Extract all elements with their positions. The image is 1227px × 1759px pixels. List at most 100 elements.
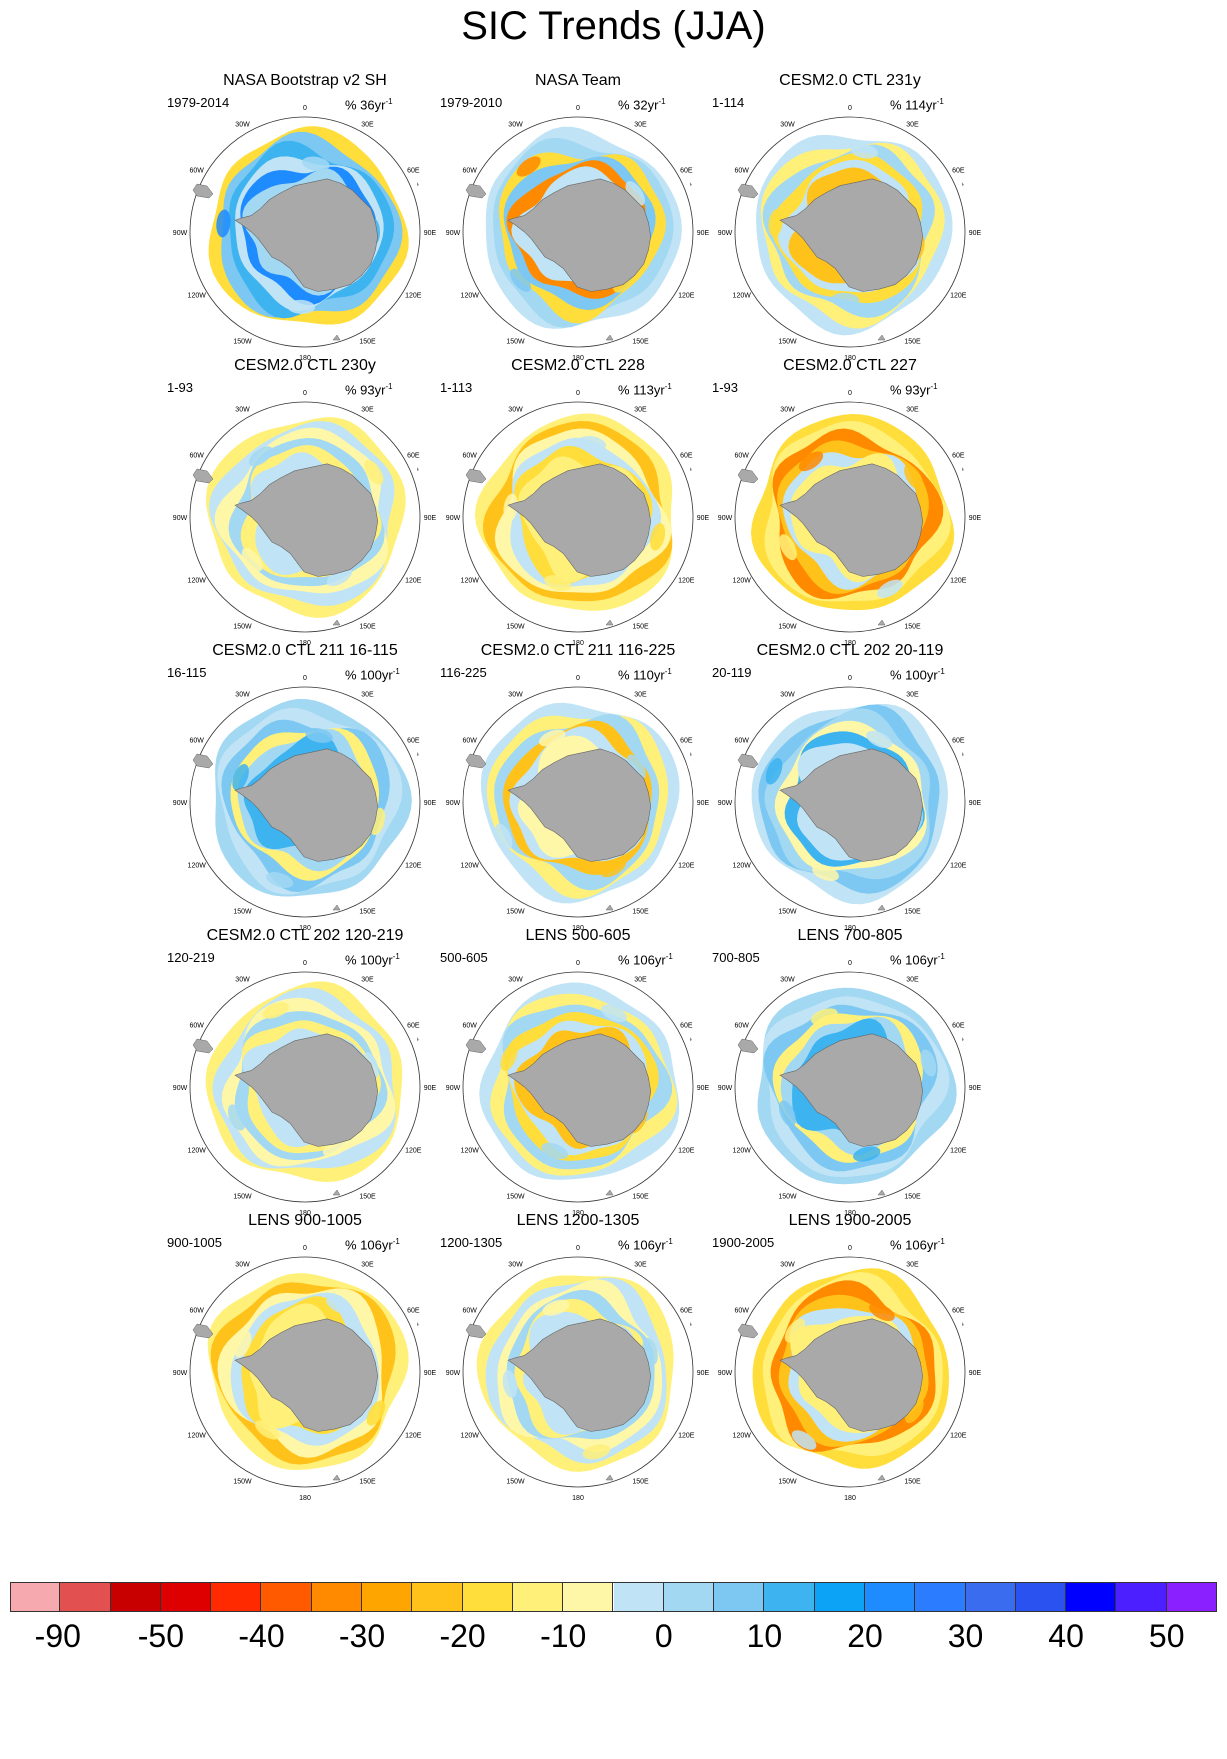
colorbar-box xyxy=(613,1582,664,1612)
longitude-label: 30W xyxy=(235,1262,250,1269)
longitude-label: 90W xyxy=(446,515,461,522)
longitude-label: 30E xyxy=(361,1262,374,1269)
longitude-label: 60W xyxy=(462,1023,477,1030)
longitude-label: 90E xyxy=(969,1085,982,1092)
panel-period: 1-93 xyxy=(167,380,194,395)
longitude-label: 60W xyxy=(189,168,204,175)
longitude-label: 120E xyxy=(405,1148,422,1155)
longitude-label: 150W xyxy=(506,908,525,915)
colorbar-label: 50 xyxy=(1148,1618,1185,1654)
colorbar-box xyxy=(10,1582,61,1612)
panel-units: % 106yr-1 xyxy=(618,1237,673,1253)
new-zealand-landmass xyxy=(877,904,886,911)
longitude-label: 0 xyxy=(576,105,580,112)
polar-map: 0 30E 60E 90E 120E 150E 180 150W 120W 90W 60W 30W xyxy=(446,1245,710,1502)
longitude-label: 150W xyxy=(233,908,252,915)
south-america-landmass xyxy=(192,1038,214,1054)
longitude-label: 90W xyxy=(446,230,461,237)
longitude-label: 180 xyxy=(572,355,584,362)
longitude-label: 0 xyxy=(576,675,580,682)
colorbar-label: 10 xyxy=(746,1618,783,1654)
antarctica-landmass xyxy=(507,1318,652,1432)
colorbar-label: -50 xyxy=(137,1618,185,1654)
longitude-label: 180 xyxy=(844,640,856,647)
longitude-label: 30W xyxy=(780,977,795,984)
longitude-label: 120W xyxy=(733,293,752,300)
panel-title: NASA Bootstrap v2 SH xyxy=(223,72,387,89)
longitude-label: 60E xyxy=(407,738,420,745)
longitude-label: 30W xyxy=(780,407,795,414)
longitude-label: 60W xyxy=(189,1308,204,1315)
kerguelen-island xyxy=(417,1037,419,1041)
longitude-label: 180 xyxy=(299,355,311,362)
new-zealand-landmass xyxy=(332,1474,341,1481)
longitude-label: 180 xyxy=(299,925,311,932)
longitude-label: 90E xyxy=(697,800,710,807)
longitude-label: 0 xyxy=(848,960,852,967)
south-america-landmass xyxy=(737,1038,759,1054)
polar-map: 0 30E 60E 90E 120E 150E 180 150W 120W 90W 60W 30W xyxy=(173,390,437,647)
panel-units: % 106yr-1 xyxy=(890,952,945,968)
kerguelen-island xyxy=(690,1322,692,1326)
antarctica-landmass xyxy=(234,748,379,862)
new-zealand-landmass xyxy=(332,904,341,911)
antarctica-landmass xyxy=(779,748,924,862)
longitude-label: 120W xyxy=(461,863,480,870)
longitude-label: 0 xyxy=(303,675,307,682)
panel-units: % 36yr-1 xyxy=(345,97,393,113)
longitude-label: 90W xyxy=(446,1085,461,1092)
longitude-label: 30E xyxy=(906,122,919,129)
colorbar-box xyxy=(261,1582,312,1612)
polar-map: 0 30E 60E 90E 120E 150E 180 150W 120W 90W 60W 30W xyxy=(446,675,710,932)
polar-map: 0 30E 60E 90E 120E 150E 180 150W 120W 90W 60W 30W xyxy=(718,1245,982,1502)
longitude-label: 60W xyxy=(734,168,749,175)
longitude-label: 150E xyxy=(632,623,649,630)
panel-units: % 106yr-1 xyxy=(890,1237,945,1253)
panel-units: % 100yr-1 xyxy=(345,667,400,683)
longitude-label: 60E xyxy=(680,168,693,175)
longitude-label: 60E xyxy=(680,1023,693,1030)
longitude-label: 120W xyxy=(733,578,752,585)
longitude-label: 120W xyxy=(188,863,207,870)
longitude-label: 90W xyxy=(718,1085,733,1092)
panel-period: 120-219 xyxy=(167,950,215,965)
longitude-label: 120E xyxy=(678,578,695,585)
kerguelen-island xyxy=(962,752,964,756)
longitude-label: 60E xyxy=(680,453,693,460)
longitude-label: 30E xyxy=(906,1262,919,1269)
new-zealand-landmass xyxy=(605,904,614,911)
longitude-label: 180 xyxy=(844,1495,856,1502)
longitude-label: 90E xyxy=(424,1370,437,1377)
panel-units: % 93yr-1 xyxy=(890,382,938,398)
colorbar-box xyxy=(1116,1582,1167,1612)
panel-title: LENS 1900-2005 xyxy=(788,1212,912,1229)
panel-period: 16-115 xyxy=(167,665,207,680)
panel-units: % 93yr-1 xyxy=(345,382,393,398)
colorbar-box xyxy=(764,1582,815,1612)
kerguelen-island xyxy=(962,467,964,471)
longitude-label: 150W xyxy=(233,623,252,630)
longitude-label: 120E xyxy=(678,1148,695,1155)
longitude-label: 90E xyxy=(424,800,437,807)
longitude-label: 30E xyxy=(361,122,374,129)
panel-period: 1979-2014 xyxy=(167,95,230,110)
panel-title: CESM2.0 CTL 202 20-119 xyxy=(756,642,944,659)
map-panel: LENS 900-1005 900-1005 % 106yr-1 0 30E 60E 90E… xyxy=(155,1212,455,1512)
antarctica-landmass xyxy=(507,463,652,577)
polar-map: 0 30E 60E 90E 120E 150E 180 150W 120W 90W 60W 30W xyxy=(173,675,437,932)
longitude-label: 150W xyxy=(506,338,525,345)
longitude-label: 60W xyxy=(189,738,204,745)
map-panel: NASA Bootstrap v2 SH 1979-2014 % 36yr-1 0 30… xyxy=(155,72,455,372)
kerguelen-island xyxy=(962,182,964,186)
polar-map: 0 30E 60E 90E 120E 150E 180 150W 120W 90W 60W 30W xyxy=(718,390,982,647)
antarctica-landmass xyxy=(779,1033,924,1147)
longitude-label: 120E xyxy=(950,863,967,870)
longitude-label: 180 xyxy=(572,640,584,647)
antarctica-landmass xyxy=(507,178,652,292)
kerguelen-island xyxy=(417,752,419,756)
antarctica-landmass xyxy=(234,178,379,292)
map-panel: LENS 500-605 500-605 % 106yr-1 0 30E 60E 90E 12… xyxy=(428,927,728,1227)
longitude-label: 120E xyxy=(950,1148,967,1155)
longitude-label: 150E xyxy=(632,338,649,345)
panel-period: 1200-1305 xyxy=(440,1235,503,1250)
